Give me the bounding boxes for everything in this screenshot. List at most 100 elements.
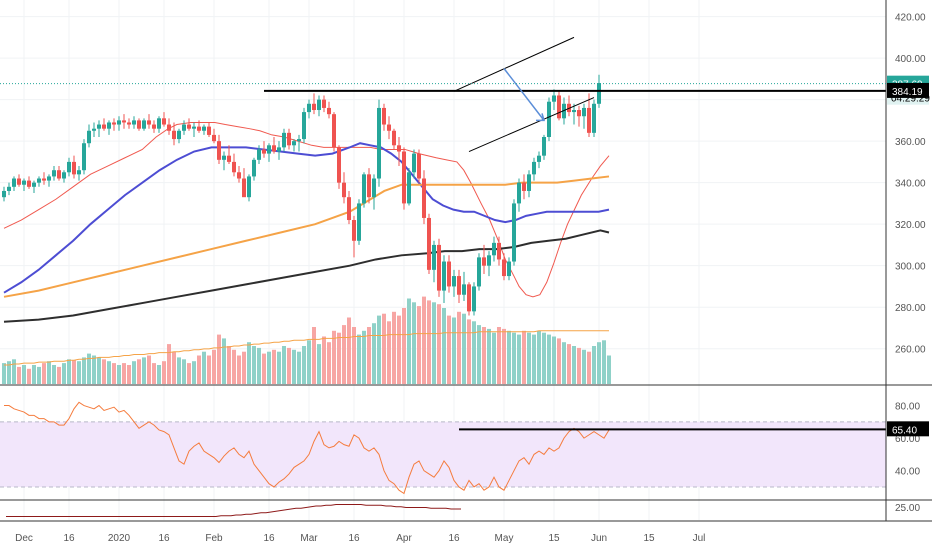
candle-body[interactable] [117,120,121,125]
candle-body[interactable] [202,126,206,131]
candle-body[interactable] [67,161,71,173]
candle-body[interactable] [467,284,471,312]
candle-body[interactable] [32,182,36,187]
candle-body[interactable] [147,120,151,125]
projection-arrow-line[interactable] [503,68,545,121]
candle-body[interactable] [122,120,126,123]
candle-body[interactable] [487,255,491,266]
candle-body[interactable] [442,261,446,291]
candle-body[interactable] [112,122,116,125]
candle-body[interactable] [157,118,161,129]
candle-body[interactable] [222,155,226,160]
candle-body[interactable] [492,242,496,256]
candle-body[interactable] [142,120,146,129]
candle-body[interactable] [187,124,191,129]
time-axis[interactable]: Dec 16 2020 16 Feb 16 Mar 16 Apr 16 May 15 Jun 15 Jul [15,533,705,544]
candle-body[interactable] [252,159,256,177]
candles[interactable] [2,74,601,316]
candle-body[interactable] [447,261,451,287]
candle-body[interactable] [102,124,106,129]
candle-body[interactable] [37,178,41,183]
candle-body[interactable] [527,174,531,191]
candle-body[interactable] [557,95,561,119]
candle-body[interactable] [182,124,186,131]
candle-body[interactable] [297,139,301,142]
candle-body[interactable] [357,203,361,241]
candle-body[interactable] [192,126,196,129]
trendline-drawings[interactable] [264,36,886,152]
candle-body[interactable] [402,151,406,204]
candle-body[interactable] [167,124,171,131]
candle-body[interactable] [97,124,101,129]
candle-body[interactable] [502,259,506,277]
candle-body[interactable] [172,130,176,140]
candle-body[interactable] [282,132,286,148]
panel-separators[interactable] [0,0,932,522]
candle-body[interactable] [132,120,136,125]
candle-body[interactable] [522,182,526,191]
candle-body[interactable] [417,153,421,179]
candle-body[interactable] [247,176,251,198]
candle-body[interactable] [367,174,371,198]
candle-body[interactable] [432,244,436,270]
candle-body[interactable] [27,180,31,187]
candle-body[interactable] [12,178,16,187]
candle-body[interactable] [572,110,576,113]
candle-body[interactable] [592,103,596,133]
candle-body[interactable] [307,103,311,113]
candle-body[interactable] [452,276,456,287]
candle-body[interactable] [287,132,291,146]
candle-body[interactable] [57,170,61,179]
candle-body[interactable] [392,130,396,146]
candle-body[interactable] [462,284,466,295]
candle-body[interactable] [497,242,501,260]
candle-body[interactable] [212,134,216,142]
candle-body[interactable] [412,153,416,173]
candle-body[interactable] [332,114,336,148]
candle-body[interactable] [352,220,356,241]
candle-body[interactable] [207,126,211,135]
candle-body[interactable] [377,107,381,179]
candle-body[interactable] [322,99,326,108]
candle-body[interactable] [547,101,551,137]
candle-body[interactable] [507,261,511,277]
candle-body[interactable] [542,136,546,156]
candle-body[interactable] [47,176,51,181]
candle-body[interactable] [317,99,321,111]
candle-body[interactable] [327,107,331,115]
candle-body[interactable] [127,122,131,125]
candle-body[interactable] [482,257,486,266]
candle-body[interactable] [347,197,351,221]
candle-body[interactable] [62,172,66,179]
candle-body[interactable] [272,145,276,152]
channel-lower-line[interactable] [468,97,595,152]
candle-body[interactable] [477,257,481,287]
candle-body[interactable] [72,161,76,175]
candle-body[interactable] [7,186,11,191]
candle-body[interactable] [312,103,316,111]
candle-body[interactable] [162,118,166,125]
candle-body[interactable] [537,155,541,162]
candle-body[interactable] [137,120,141,129]
candle-body[interactable] [177,130,181,140]
candle-body[interactable] [262,149,266,154]
candle-body[interactable] [512,203,516,262]
candle-body[interactable] [337,147,341,183]
candle-body[interactable] [42,178,46,181]
channel-upper-line[interactable] [453,36,575,92]
candle-body[interactable] [2,190,6,198]
candle-body[interactable] [437,244,441,291]
candle-body[interactable] [407,172,411,204]
candle-body[interactable] [267,145,271,154]
candle-body[interactable] [372,178,376,198]
candle-body[interactable] [427,217,431,270]
candle-body[interactable] [577,110,581,117]
candle-body[interactable] [197,126,201,131]
candle-body[interactable] [302,112,306,140]
candle-body[interactable] [472,286,476,312]
candle-body[interactable] [52,170,56,177]
candle-body[interactable] [362,174,366,204]
candle-body[interactable] [382,107,386,125]
candle-body[interactable] [22,180,26,185]
